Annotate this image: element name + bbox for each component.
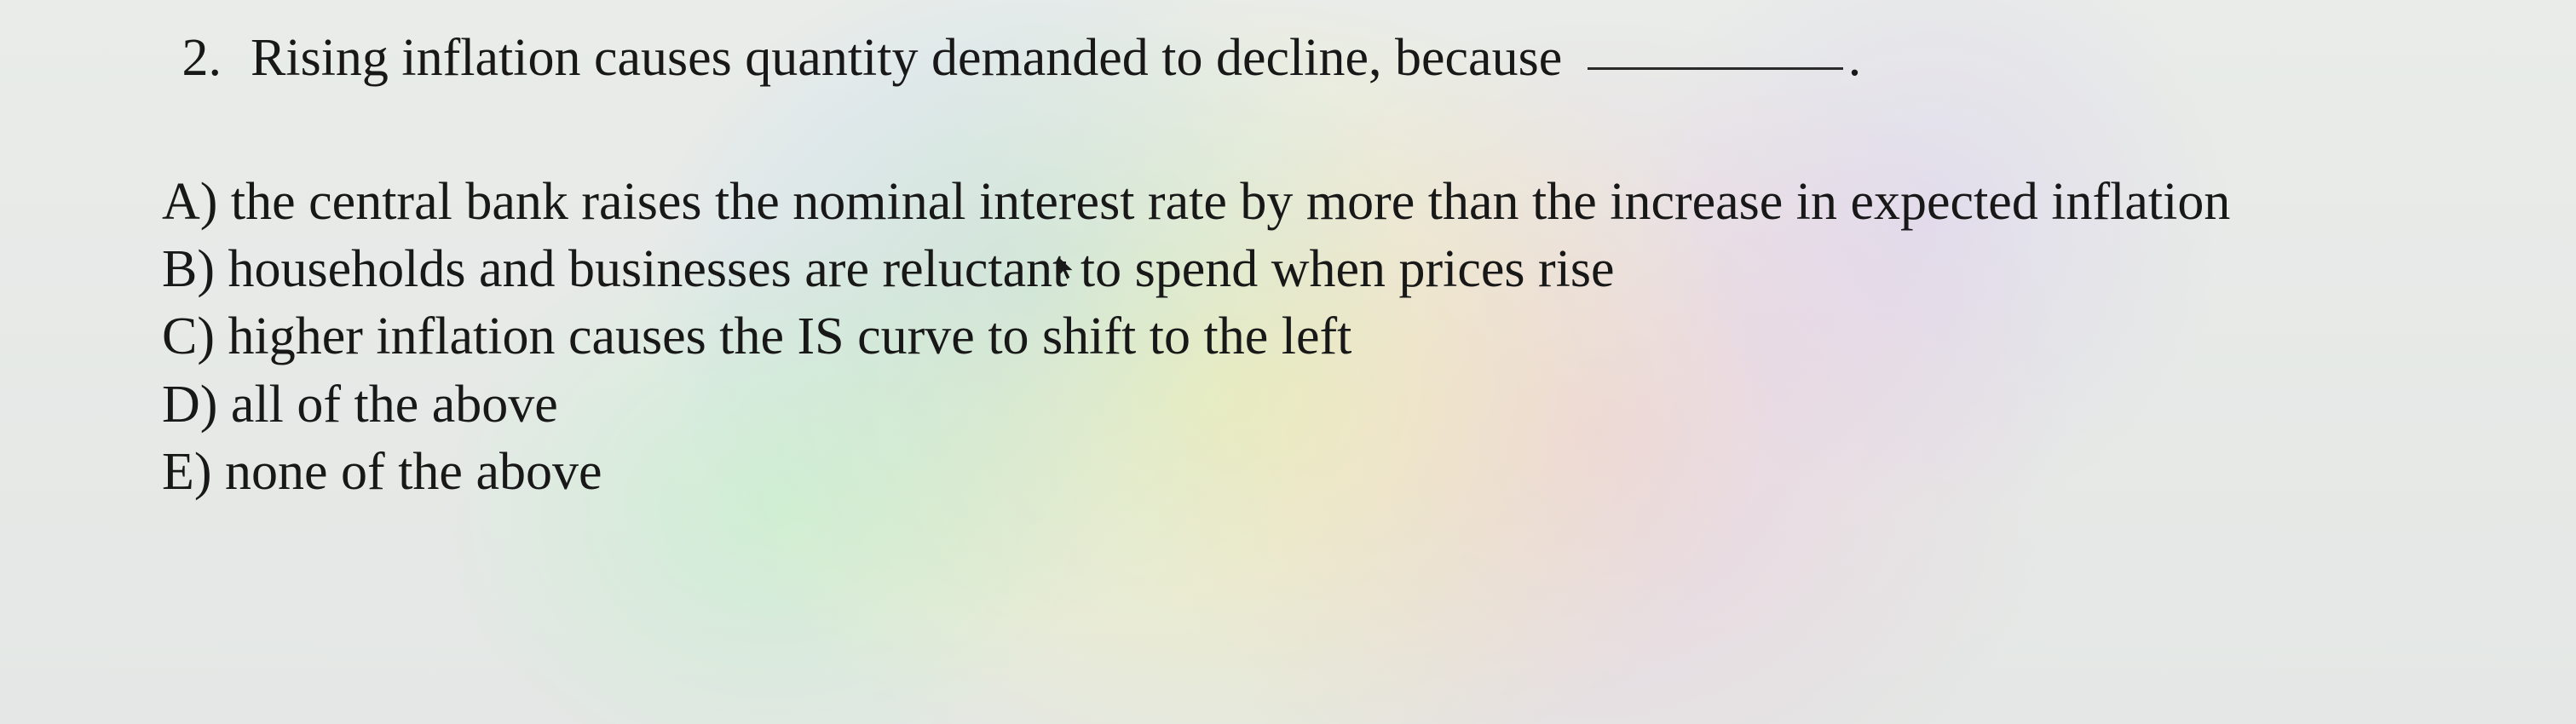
option-a: A) the central bank raises the nominal i… bbox=[162, 169, 2525, 236]
question-block: 2. Rising inflation causes quantity dema… bbox=[145, 26, 2525, 506]
option-letter: B) bbox=[162, 240, 215, 298]
question-number: 2. bbox=[145, 26, 251, 92]
option-text: the central bank raises the nominal inte… bbox=[231, 173, 2230, 231]
option-text: none of the above bbox=[225, 443, 602, 501]
fill-in-blank bbox=[1588, 65, 1843, 70]
option-d: D) all of the above bbox=[162, 371, 2525, 439]
option-text: all of the above bbox=[231, 376, 558, 434]
option-c: C) higher inflation causes the IS curve … bbox=[162, 303, 2525, 371]
options-list: A) the central bank raises the nominal i… bbox=[162, 169, 2525, 507]
option-letter: D) bbox=[162, 376, 217, 434]
option-letter: E) bbox=[162, 443, 212, 501]
option-text: higher inflation causes the IS curve to … bbox=[228, 307, 1352, 365]
option-letter: C) bbox=[162, 307, 215, 365]
question-stem-after: . bbox=[1848, 29, 1862, 87]
option-text: households and businesses are reluctant … bbox=[228, 240, 1615, 298]
question-stem-row: 2. Rising inflation causes quantity dema… bbox=[145, 26, 2525, 92]
question-stem-wrapper: Rising inflation causes quantity demande… bbox=[251, 26, 1861, 92]
option-letter: A) bbox=[162, 173, 217, 231]
question-stem-before: Rising inflation causes quantity demande… bbox=[251, 29, 1562, 87]
option-e: E) none of the above bbox=[162, 439, 2525, 506]
option-b: B) households and businesses are relucta… bbox=[162, 236, 2525, 303]
